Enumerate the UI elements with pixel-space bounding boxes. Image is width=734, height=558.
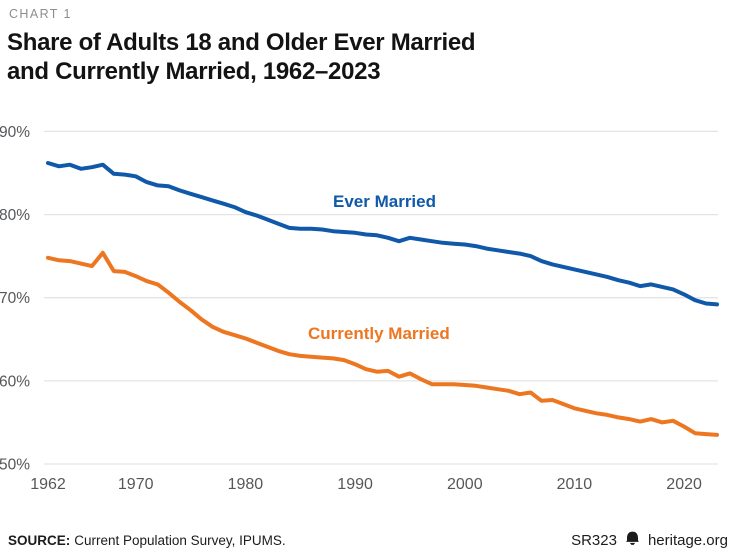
- x-tick-label-1980: 1980: [228, 476, 264, 493]
- report-id: SR323: [571, 532, 617, 549]
- series-line-currently-married: [46, 250, 719, 437]
- source-note: SOURCE: Current Population Survey, IPUMS.: [8, 533, 286, 548]
- plot-area: 90% 80% 70% 60% 50%1962 1970 1980 1990 2000 2010 2…: [0, 124, 719, 493]
- series-label-currently-married: Currently Married: [308, 324, 450, 343]
- chart-kicker: CHART 1: [9, 7, 72, 21]
- line-chart: 90% 80% 70% 60% 50% 1962 1970 1980 1990 2000 2010 2…: [0, 124, 719, 493]
- chart-title: Share of Adults 18 and Older Ever Marrie…: [7, 29, 476, 87]
- report-credit: SR323 heritage.org: [571, 531, 728, 550]
- source-text: Current Population Survey, IPUMS.: [74, 533, 286, 548]
- y-tick-label-70: 70%: [0, 290, 30, 307]
- series-label-ever-married: Ever Married: [333, 192, 436, 211]
- x-tick-label-1990: 1990: [337, 476, 373, 493]
- chart-title-line1: Share of Adults 18 and Older Ever Marrie…: [7, 29, 476, 56]
- y-tick-label-60: 60%: [0, 373, 30, 390]
- y-tick-label-50: 50%: [0, 457, 30, 474]
- y-tick-label-80: 80%: [0, 207, 30, 224]
- y-tick-label-90: 90%: [0, 124, 30, 141]
- heritage-bell-icon: [624, 531, 641, 550]
- x-tick-label-1962: 1962: [30, 476, 66, 493]
- series-line-ever-married: [46, 161, 719, 307]
- chart-title-line2: and Currently Married, 1962–2023: [7, 57, 381, 85]
- x-tick-label-1970: 1970: [118, 476, 154, 493]
- site-link: heritage.org: [647, 532, 728, 549]
- source-label: SOURCE:: [8, 533, 71, 548]
- x-tick-label-2010: 2010: [557, 476, 593, 493]
- chart-footer: SOURCE: Current Population Survey, IPUMS.…: [0, 531, 734, 550]
- x-tick-label-2020: 2020: [666, 476, 702, 493]
- x-tick-label-2000: 2000: [447, 476, 483, 493]
